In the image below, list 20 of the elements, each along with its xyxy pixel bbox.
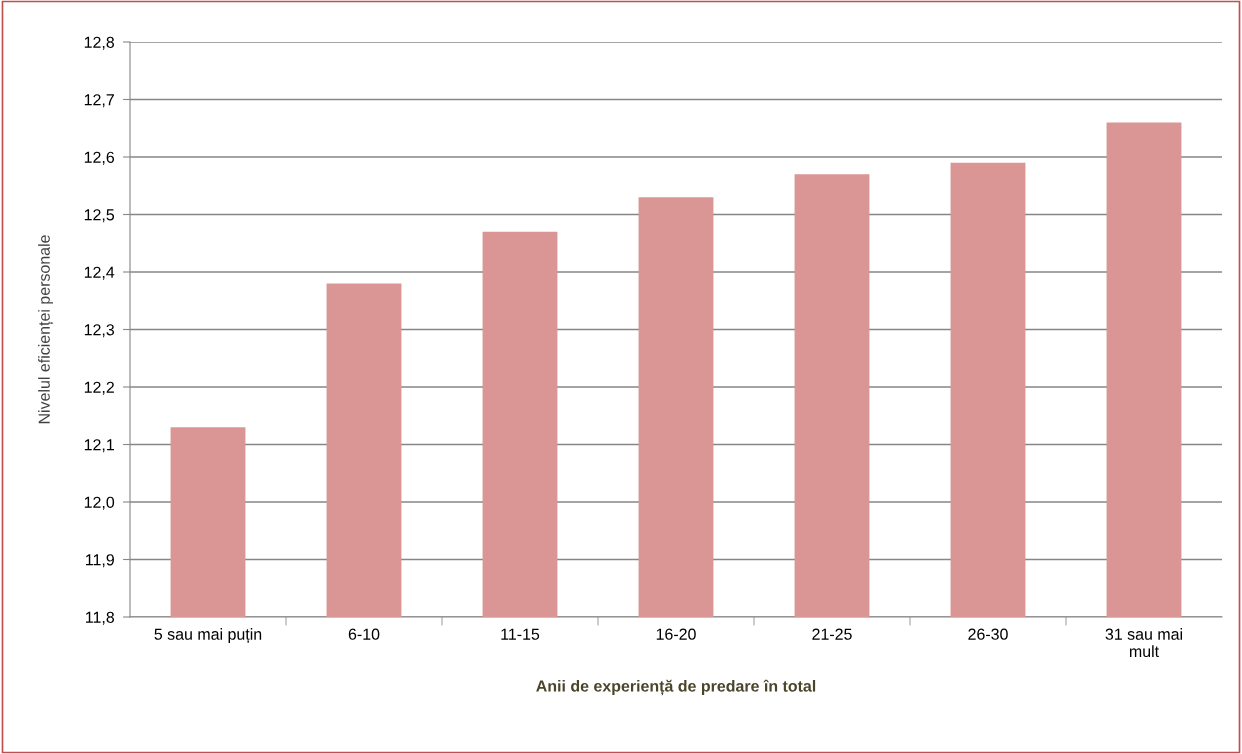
y-tick-label: 12,7	[84, 94, 114, 108]
x-tick-label: 6-10	[348, 628, 380, 640]
x-tick-label: 21-25	[812, 628, 852, 640]
y-tick-label: 12,6	[84, 151, 115, 165]
y-tick-label: 12,5	[84, 209, 115, 223]
x-tick-label: 5 sau mai puțin	[154, 628, 262, 644]
y-tick-label: 12,0	[84, 496, 115, 510]
y-tick-label: 12,1	[84, 439, 114, 453]
y-tick-label: 12,4	[84, 266, 115, 280]
x-tick-label: 11-15	[501, 628, 540, 640]
y-tick-label: 12,2	[84, 381, 114, 395]
y-axis-title: Nivelul eficienței personale	[38, 235, 54, 424]
y-tick-label: 12,3	[84, 324, 115, 338]
y-tick-label: 12,8	[84, 36, 115, 50]
x-axis-title: Anii de experiență de predare în total	[536, 679, 816, 696]
y-tick-label: 11,8	[86, 611, 115, 625]
x-tick-label: 31 sau mai mult	[1105, 628, 1182, 658]
x-tick-label: 26-30	[968, 628, 1008, 640]
x-tick-label: 16-20	[656, 628, 696, 640]
y-tick-label: 11,9	[86, 554, 114, 568]
